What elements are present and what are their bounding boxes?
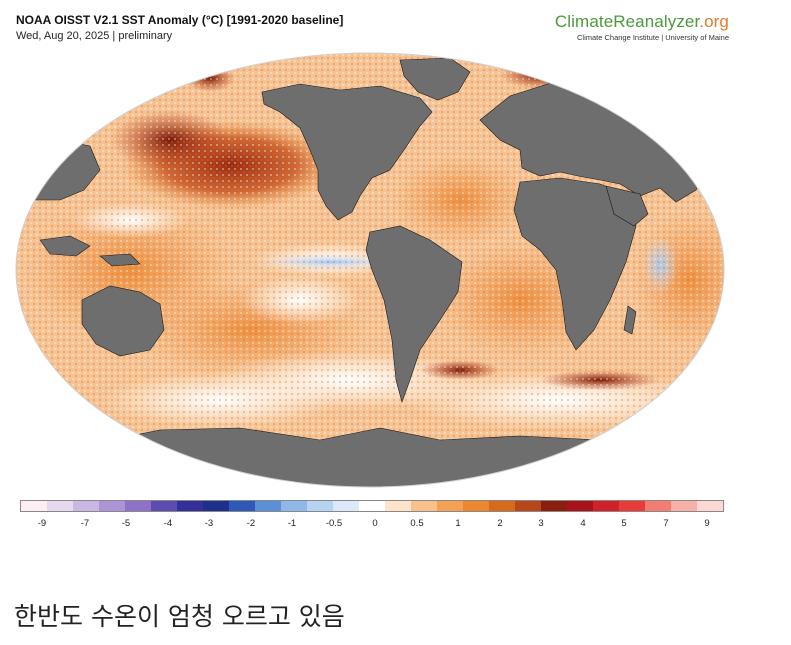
brand-logo[interactable]: ClimateReanalyzer.org bbox=[554, 12, 729, 31]
madagascar-landmass bbox=[623, 305, 637, 335]
map-title: NOAA OISST V2.1 SST Anomaly (°C) [1991-2… bbox=[16, 13, 344, 27]
legend-swatch bbox=[125, 501, 151, 511]
legend-tick-label: 9 bbox=[704, 518, 710, 529]
legend-swatch bbox=[177, 501, 203, 511]
legend-swatch bbox=[489, 501, 515, 511]
sst-anomaly-map bbox=[15, 52, 725, 488]
australia-landmass bbox=[81, 285, 165, 357]
legend-ticks: -9 -7 -5 -4 -3 -2 -1 -0.5 0 0.5 1 2 3 4 5 7 9 bbox=[20, 518, 724, 532]
legend-tick-label: 5 bbox=[621, 518, 627, 529]
legend-tick-label: -2 bbox=[246, 518, 256, 529]
legend-swatch bbox=[411, 501, 437, 511]
legend-swatch bbox=[437, 501, 463, 511]
indonesia-landmass bbox=[39, 235, 91, 257]
legend-tick-label: -1 bbox=[287, 518, 297, 529]
map-date: Wed, Aug 20, 2025 | preliminary bbox=[16, 30, 173, 42]
legend-swatch bbox=[151, 501, 177, 511]
legend-tick-label: 1 bbox=[455, 518, 461, 529]
legend-swatch bbox=[697, 501, 723, 511]
legend-swatch bbox=[203, 501, 229, 511]
legend-tick-label: -0.5 bbox=[325, 518, 343, 529]
greenland-landmass bbox=[399, 57, 471, 101]
legend-swatch bbox=[229, 501, 255, 511]
legend-swatch bbox=[307, 501, 333, 511]
arabia-landmass bbox=[605, 185, 649, 227]
legend-tick-label: -9 bbox=[37, 518, 47, 529]
legend-swatch bbox=[281, 501, 307, 511]
legend-tick-label: 3 bbox=[538, 518, 544, 529]
legend-swatch bbox=[333, 501, 359, 511]
legend-swatch bbox=[99, 501, 125, 511]
legend-swatch bbox=[359, 501, 385, 511]
legend-swatch bbox=[541, 501, 567, 511]
caption-text: 한반도 수온이 엄청 오르고 있음 bbox=[14, 602, 345, 631]
legend-tick-label: 0.5 bbox=[410, 518, 424, 529]
legend-colorbar bbox=[20, 500, 724, 512]
legend-swatch bbox=[671, 501, 697, 511]
legend-tick-label: -4 bbox=[163, 518, 173, 529]
legend-swatch bbox=[593, 501, 619, 511]
north-america-landmass bbox=[261, 83, 433, 221]
brand-tagline: Climate Change Institute | University of… bbox=[576, 33, 729, 42]
legend-tick-label: -7 bbox=[80, 518, 90, 529]
legend-swatch bbox=[255, 501, 281, 511]
legend-tick-label: 0 bbox=[372, 518, 378, 529]
legend-swatch bbox=[73, 501, 99, 511]
new-guinea-landmass bbox=[99, 253, 141, 267]
legend-tick-label: 7 bbox=[663, 518, 669, 529]
antarctica-landmass bbox=[19, 427, 724, 487]
legend-swatch bbox=[385, 501, 411, 511]
legend-swatch bbox=[463, 501, 489, 511]
legend-tick-label: 4 bbox=[580, 518, 586, 529]
south-america-landmass bbox=[365, 225, 463, 403]
legend-tick-label: 2 bbox=[497, 518, 503, 529]
legend-swatch bbox=[619, 501, 645, 511]
brand-block: ClimateReanalyzer.org Climate Change Ins… bbox=[555, 12, 729, 42]
legend-swatch bbox=[21, 501, 47, 511]
legend-swatch bbox=[645, 501, 671, 511]
legend-tick-label: -3 bbox=[204, 518, 214, 529]
legend-swatch bbox=[47, 501, 73, 511]
legend-swatch bbox=[515, 501, 541, 511]
legend-swatch bbox=[567, 501, 593, 511]
legend-tick-label: -5 bbox=[121, 518, 131, 529]
